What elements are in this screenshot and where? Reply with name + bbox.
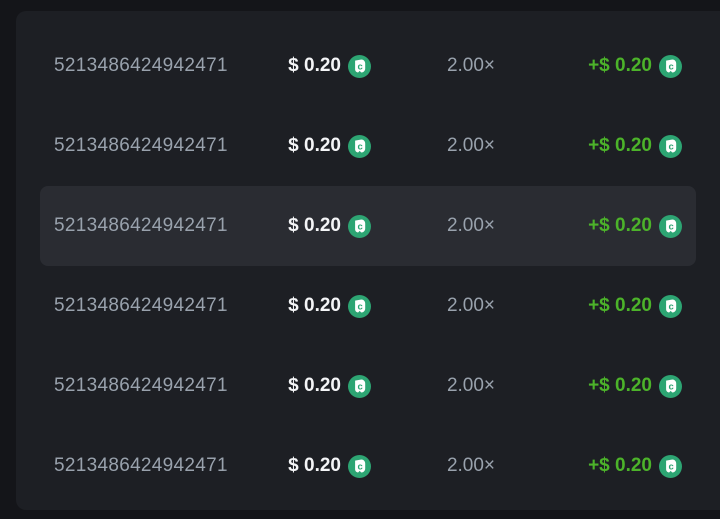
payout: +$ 0.20	[588, 54, 682, 78]
bet-id: 5213486424942471	[54, 135, 228, 156]
multiplier: 2.00×	[446, 135, 496, 156]
payout-value: +$ 0.20	[588, 215, 652, 236]
multiplier: 2.00×	[446, 55, 496, 76]
bet-history-table: 5213486424942471 $ 0.20 2.00× +$ 0.20 52…	[16, 26, 720, 506]
payout-value: +$ 0.20	[588, 455, 652, 476]
bcd-coin-icon	[659, 374, 682, 398]
table-row[interactable]: 5213486424942471 $ 0.20 2.00× +$ 0.20	[40, 186, 696, 266]
bcd-coin-icon	[659, 454, 682, 478]
multiplier: 2.00×	[446, 455, 496, 476]
bet-id: 5213486424942471	[54, 215, 228, 236]
bet-amount: $ 0.20	[288, 294, 371, 318]
bcd-coin-icon	[348, 54, 371, 78]
table-row[interactable]: 5213486424942471 $ 0.20 2.00× +$ 0.20	[40, 106, 696, 186]
multiplier: 2.00×	[446, 375, 496, 396]
table-row[interactable]: 5213486424942471 $ 0.20 2.00× +$ 0.20	[40, 266, 696, 346]
multiplier: 2.00×	[446, 295, 496, 316]
bet-amount: $ 0.20	[288, 214, 371, 238]
payout: +$ 0.20	[588, 374, 682, 398]
payout: +$ 0.20	[588, 214, 682, 238]
bcd-coin-icon	[348, 454, 371, 478]
payout: +$ 0.20	[588, 294, 682, 318]
table-row[interactable]: 5213486424942471 $ 0.20 2.00× +$ 0.20	[40, 346, 696, 426]
table-row[interactable]: 5213486424942471 $ 0.20 2.00× +$ 0.20	[40, 426, 696, 506]
bcd-coin-icon	[348, 134, 371, 158]
bcd-coin-icon	[659, 134, 682, 158]
bcd-coin-icon	[348, 214, 371, 238]
bet-history-panel: 5213486424942471 $ 0.20 2.00× +$ 0.20 52…	[16, 11, 720, 510]
payout-value: +$ 0.20	[588, 135, 652, 156]
bet-amount: $ 0.20	[288, 454, 371, 478]
bcd-coin-icon	[659, 214, 682, 238]
bet-amount: $ 0.20	[288, 374, 371, 398]
bet-id: 5213486424942471	[54, 455, 228, 476]
bcd-coin-icon	[348, 294, 371, 318]
bet-amount-value: $ 0.20	[288, 215, 341, 236]
bet-amount: $ 0.20	[288, 54, 371, 78]
payout-value: +$ 0.20	[588, 375, 652, 396]
bcd-coin-icon	[659, 294, 682, 318]
bet-amount-value: $ 0.20	[288, 455, 341, 476]
payout: +$ 0.20	[588, 134, 682, 158]
bet-id: 5213486424942471	[54, 295, 228, 316]
payout-value: +$ 0.20	[588, 55, 652, 76]
bet-amount-value: $ 0.20	[288, 55, 341, 76]
bcd-coin-icon	[659, 54, 682, 78]
table-row[interactable]: 5213486424942471 $ 0.20 2.00× +$ 0.20	[40, 26, 696, 106]
bet-amount-value: $ 0.20	[288, 295, 341, 316]
bet-amount: $ 0.20	[288, 134, 371, 158]
payout: +$ 0.20	[588, 454, 682, 478]
bet-id: 5213486424942471	[54, 375, 228, 396]
bcd-coin-icon	[348, 374, 371, 398]
bet-id: 5213486424942471	[54, 55, 228, 76]
payout-value: +$ 0.20	[588, 295, 652, 316]
bet-amount-value: $ 0.20	[288, 375, 341, 396]
multiplier: 2.00×	[446, 215, 496, 236]
bet-amount-value: $ 0.20	[288, 135, 341, 156]
